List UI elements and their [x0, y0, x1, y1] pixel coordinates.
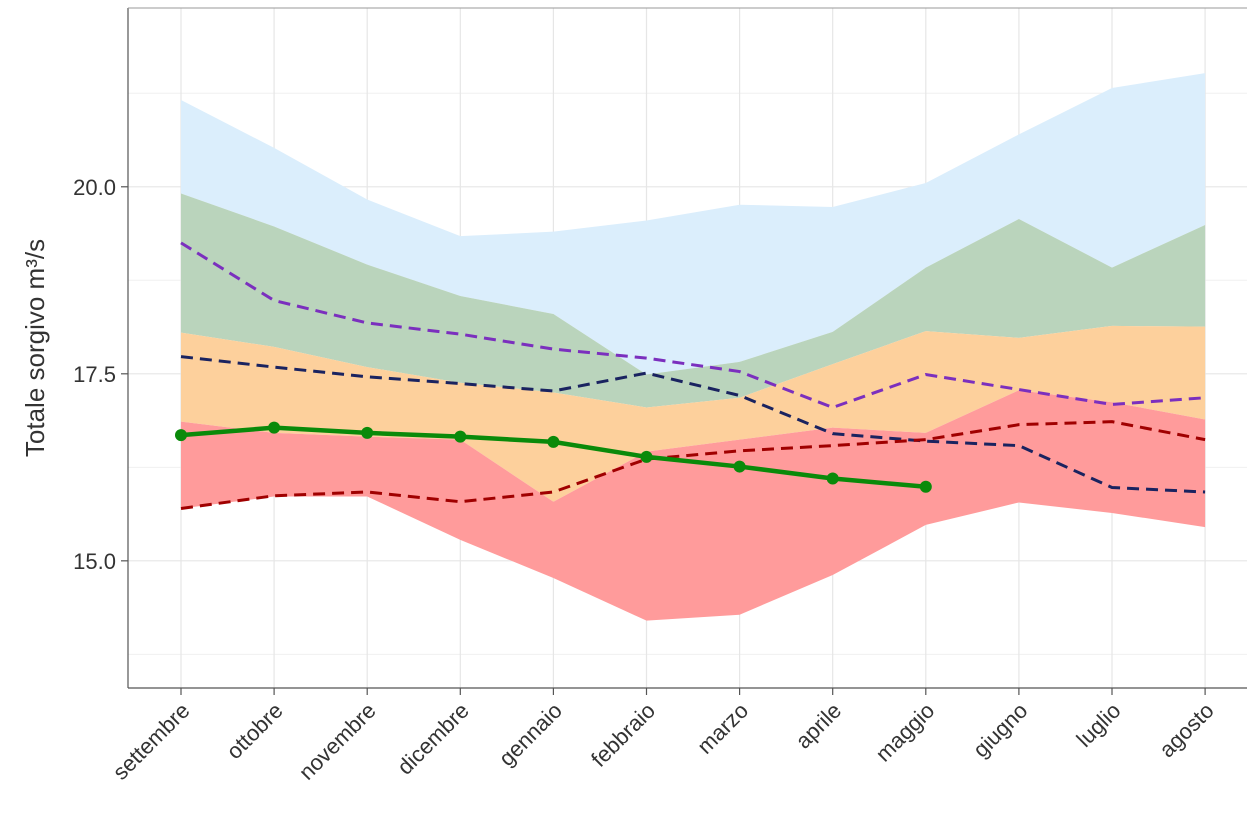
x-tick-label: febbraio — [586, 698, 660, 772]
y-tick-label: 15.0 — [73, 549, 116, 574]
y-tick-label: 17.5 — [73, 362, 116, 387]
series-line — [180, 420, 1206, 510]
x-tick-label: ottobre — [222, 698, 288, 764]
band — [181, 325, 1206, 502]
x-tick-label: giugno — [968, 698, 1032, 762]
point — [919, 480, 932, 493]
point — [268, 421, 281, 434]
x-tick-label: luglio — [1072, 698, 1126, 752]
x-tick-label: agosto — [1154, 698, 1218, 762]
point — [547, 435, 560, 448]
point — [454, 430, 467, 443]
x-tick-label: aprile — [791, 698, 847, 754]
y-tick-label: 20.0 — [73, 175, 116, 200]
point — [640, 450, 653, 463]
series-line — [180, 355, 1206, 494]
x-tick-label: novembre — [294, 698, 381, 785]
x-tick-label: dicembre — [392, 698, 474, 780]
x-tick-label: marzo — [692, 698, 753, 759]
point — [826, 472, 839, 485]
y-axis-label: Totale sorgivo m³/s — [20, 239, 50, 457]
band — [181, 193, 1206, 408]
point — [175, 429, 187, 442]
x-tick-label: gennaio — [494, 698, 567, 771]
band — [181, 73, 1206, 375]
band — [181, 390, 1206, 621]
series-line — [180, 241, 1206, 410]
point — [361, 426, 374, 439]
point — [733, 460, 746, 473]
x-tick-label: settembre — [108, 698, 195, 785]
x-tick-label: maggio — [871, 698, 940, 767]
